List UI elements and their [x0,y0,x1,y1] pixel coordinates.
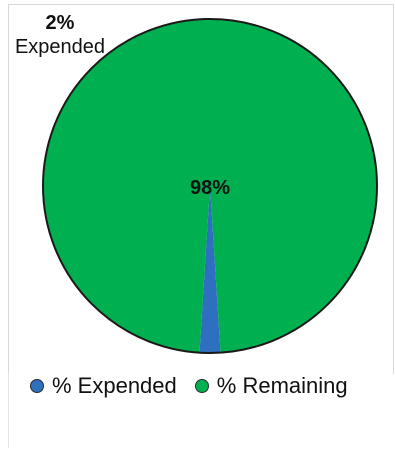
legend-label-remaining: % Remaining [216,373,348,398]
chart-legend: % Expended % Remaining [30,373,366,399]
chart-frame-lower-border [8,373,9,448]
pie-outline [42,18,378,354]
legend-marker-expended [30,379,44,393]
legend-item-expended: % Expended [30,373,177,399]
data-label-expended-name: Expended [14,36,106,58]
pie-slices [43,18,377,353]
data-label-remaining: 98% [190,177,230,199]
legend-label-expended: % Expended [52,373,177,398]
data-label-expended: 2% Expended [6,12,114,60]
chart-frame-left-border [8,4,9,374]
legend-marker-remaining [194,379,209,393]
chart-frame-top-border [8,4,394,5]
pie-slice-expended [199,186,221,353]
data-label-expended-percent: 2% [45,12,75,34]
legend-item-remaining: % Remaining [194,373,348,399]
chart-frame-right-border [393,4,394,374]
pie-slice-remaining [43,18,377,353]
